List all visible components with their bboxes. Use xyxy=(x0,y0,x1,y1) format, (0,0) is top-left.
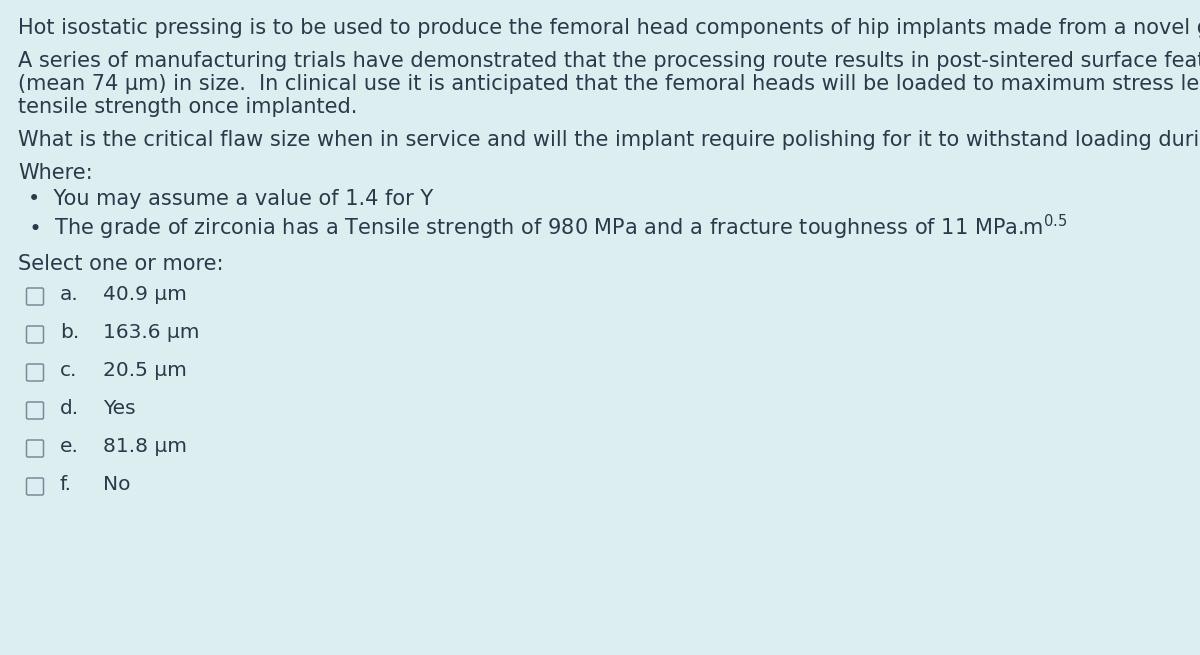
Text: $\bullet$  The grade of zirconia has a Tensile strength of 980 MPa and a fractur: $\bullet$ The grade of zirconia has a Te… xyxy=(28,213,1067,242)
FancyBboxPatch shape xyxy=(26,326,43,343)
Text: tensile strength once implanted.: tensile strength once implanted. xyxy=(18,97,358,117)
FancyBboxPatch shape xyxy=(26,364,43,381)
Text: d.: d. xyxy=(60,399,79,418)
Text: 81.8 μm: 81.8 μm xyxy=(103,437,187,456)
Text: e.: e. xyxy=(60,437,79,456)
Text: 20.5 μm: 20.5 μm xyxy=(103,361,187,380)
Text: 40.9 μm: 40.9 μm xyxy=(103,285,187,304)
FancyBboxPatch shape xyxy=(26,288,43,305)
Text: Select one or more:: Select one or more: xyxy=(18,254,223,274)
FancyBboxPatch shape xyxy=(26,440,43,457)
FancyBboxPatch shape xyxy=(26,478,43,495)
Text: 163.6 μm: 163.6 μm xyxy=(103,323,199,342)
Text: What is the critical flaw size when in service and will the implant require poli: What is the critical flaw size when in s… xyxy=(18,130,1200,150)
Text: a.: a. xyxy=(60,285,79,304)
Text: b.: b. xyxy=(60,323,79,342)
Text: f.: f. xyxy=(60,475,72,494)
Text: A series of manufacturing trials have demonstrated that the processing route res: A series of manufacturing trials have de… xyxy=(18,51,1200,71)
Text: No: No xyxy=(103,475,131,494)
Text: •  You may assume a value of 1.4 for Y: • You may assume a value of 1.4 for Y xyxy=(28,189,433,209)
Text: c.: c. xyxy=(60,361,77,380)
Text: Where:: Where: xyxy=(18,163,92,183)
FancyBboxPatch shape xyxy=(26,402,43,419)
Text: Hot isostatic pressing is to be used to produce the femoral head components of h: Hot isostatic pressing is to be used to … xyxy=(18,18,1200,38)
Text: Yes: Yes xyxy=(103,399,136,418)
Text: (mean 74 μm) in size.  In clinical use it is anticipated that the femoral heads : (mean 74 μm) in size. In clinical use it… xyxy=(18,74,1200,94)
